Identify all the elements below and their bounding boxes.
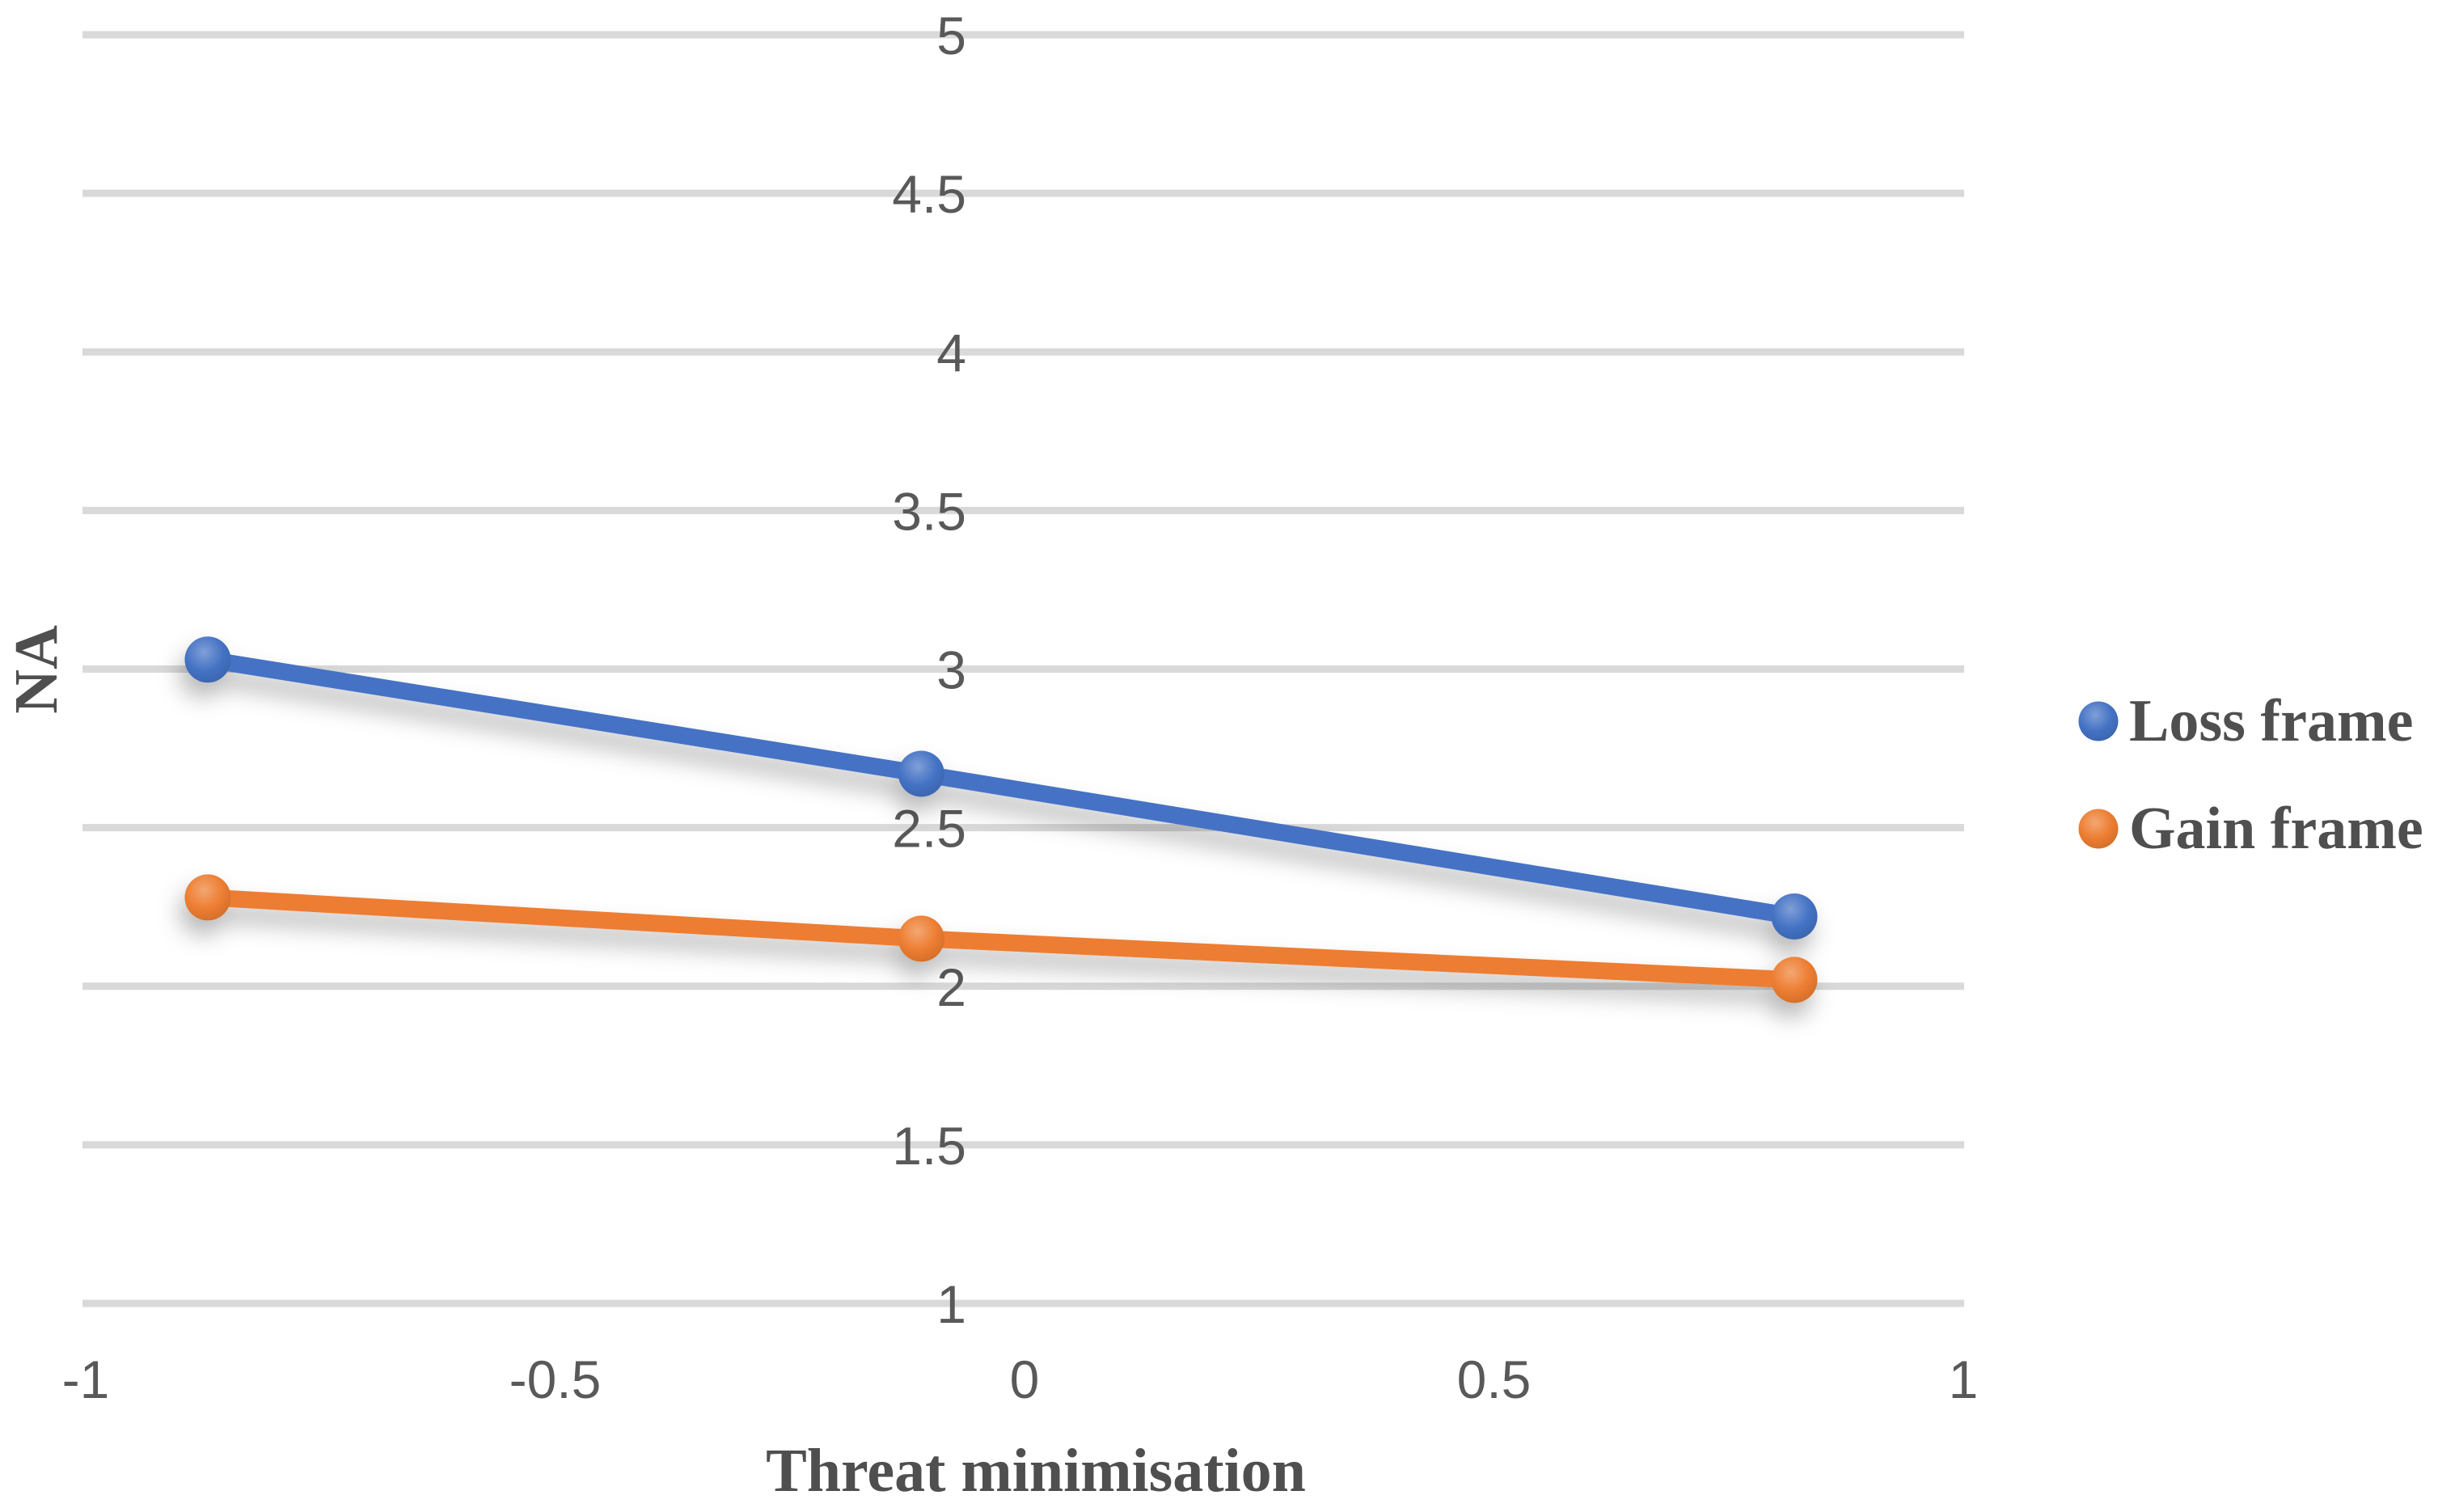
x-axis-title: Threat minimisation [766, 1437, 1306, 1505]
tick-layer: 5 4.5 4 3.5 3 2.5 2 1.5 1 -1 -0.5 0 0.5 1 [62, 6, 1979, 1409]
legend-item-label: Loss frame [2129, 688, 2413, 754]
data-point-marker [184, 636, 231, 683]
series-line [199, 889, 1803, 989]
legend-marker-icon [2078, 809, 2119, 849]
series-line [199, 651, 1803, 925]
gridline-layer [82, 31, 1964, 1307]
legend: Loss frame Gain frame [2078, 688, 2423, 862]
y-tick-label: 5 [936, 6, 966, 65]
y-tick-label: 2 [936, 957, 966, 1017]
y-tick-label: 2.5 [892, 799, 966, 859]
x-tick-label: -1 [62, 1349, 110, 1409]
legend-item: Loss frame [2078, 688, 2413, 754]
data-point-marker [898, 750, 944, 797]
y-tick-label: 3 [936, 640, 966, 700]
x-tick-label: 1 [1949, 1349, 1979, 1409]
x-tick-label: -0.5 [509, 1349, 602, 1409]
x-tick-label: 0.5 [1457, 1349, 1532, 1409]
y-tick-label: 4.5 [892, 164, 966, 224]
series-gain-frame [184, 874, 1818, 1003]
data-point-marker [1771, 957, 1818, 1003]
data-point-marker [898, 915, 944, 962]
y-tick-label: 1 [936, 1274, 966, 1334]
y-tick-label: 3.5 [892, 481, 966, 541]
data-point-marker [1771, 893, 1818, 940]
legend-item: Gain frame [2078, 796, 2423, 862]
y-axis-title: NA [2, 625, 70, 714]
y-tick-label: 4 [936, 323, 966, 382]
y-tick-label: 1.5 [892, 1116, 966, 1176]
legend-item-label: Gain frame [2129, 796, 2423, 862]
legend-marker-icon [2078, 701, 2119, 741]
data-point-marker [184, 874, 231, 921]
series-layer [184, 636, 1818, 1003]
x-tick-label: 0 [1010, 1349, 1040, 1409]
series-loss-frame [184, 636, 1818, 940]
